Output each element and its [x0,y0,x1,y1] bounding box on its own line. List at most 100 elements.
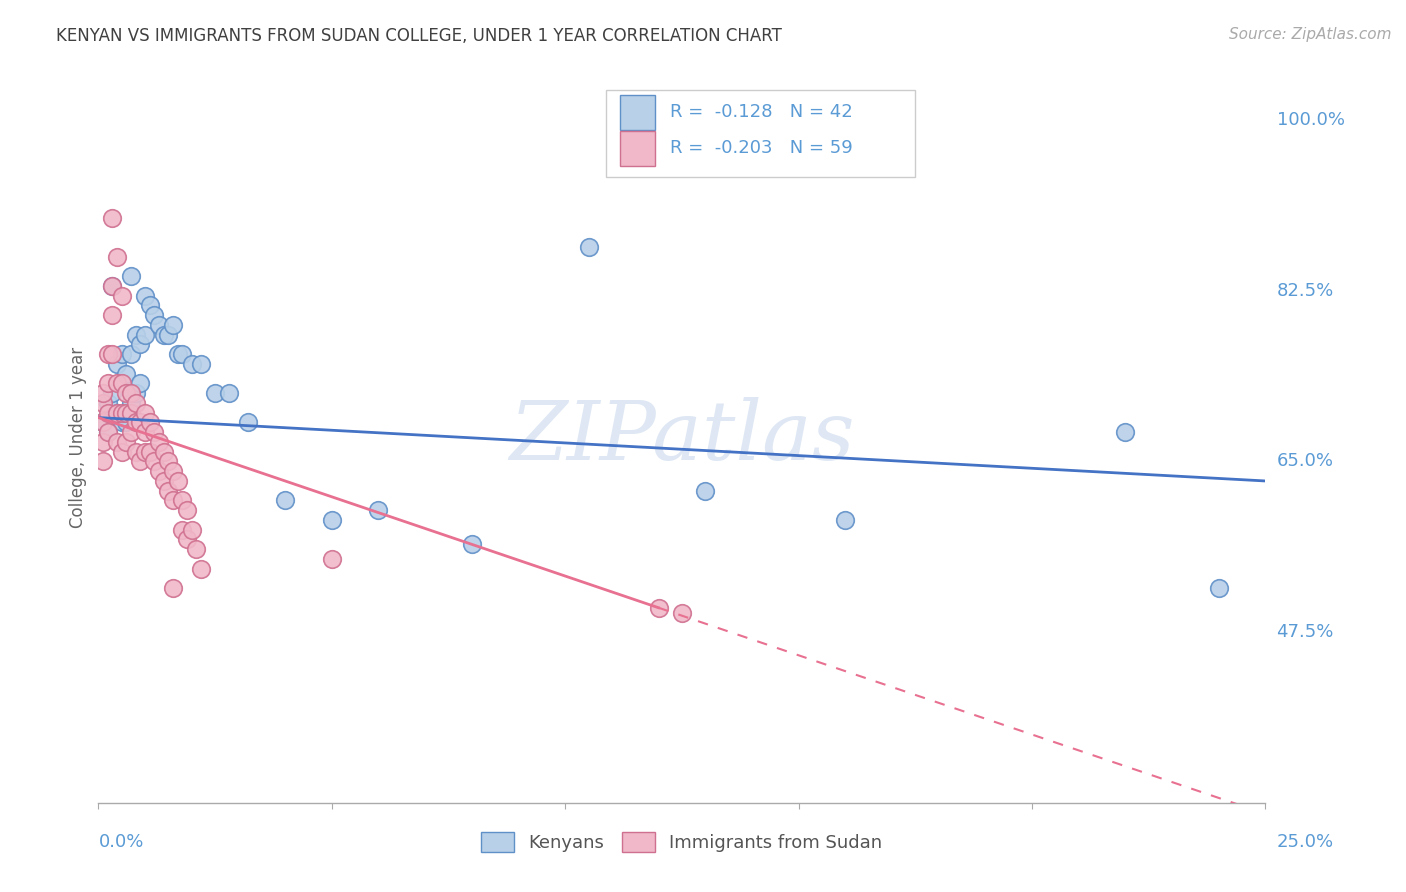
Point [115,406,138,420]
Point [143,454,166,468]
Point [97,425,120,440]
Point [134,288,156,302]
Point [115,367,138,381]
Point [134,425,156,440]
Text: Source: ZipAtlas.com: Source: ZipAtlas.com [1229,27,1392,42]
Point [204,386,226,401]
Point [134,406,156,420]
Point [101,308,124,322]
Text: ZIPatlas: ZIPatlas [509,397,855,477]
Point [120,347,142,361]
Point [1208,581,1230,595]
Point [157,454,180,468]
Point [172,347,194,361]
Point [695,483,717,498]
Point [129,337,152,351]
Point [578,240,600,254]
Point [274,493,297,508]
Point [101,279,124,293]
Text: R =  -0.128   N = 42: R = -0.128 N = 42 [671,103,853,120]
Point [129,416,152,430]
Point [162,464,184,478]
Point [91,434,114,449]
Point [115,434,138,449]
Point [125,416,148,430]
Point [91,386,114,401]
Y-axis label: College, Under 1 year: College, Under 1 year [69,346,87,528]
Point [180,357,202,371]
Point [134,327,156,342]
FancyBboxPatch shape [620,131,655,167]
Point [172,523,194,537]
Point [101,386,124,401]
Point [186,542,208,557]
Point [176,503,198,517]
Point [97,376,120,391]
Text: 100.0%: 100.0% [1277,112,1344,129]
Point [125,386,148,401]
Point [148,464,170,478]
FancyBboxPatch shape [606,90,915,178]
Point [105,406,128,420]
Point [162,581,184,595]
Point [162,318,184,332]
Point [97,406,120,420]
Point [157,327,180,342]
Point [190,562,212,576]
Point [125,327,148,342]
Text: 65.0%: 65.0% [1277,452,1333,470]
Point [143,425,166,440]
Point [105,434,128,449]
Point [134,444,156,458]
Point [834,513,856,527]
Text: KENYAN VS IMMIGRANTS FROM SUDAN COLLEGE, UNDER 1 YEAR CORRELATION CHART: KENYAN VS IMMIGRANTS FROM SUDAN COLLEGE,… [56,27,782,45]
Point [152,327,174,342]
Point [91,396,114,410]
Point [1114,425,1136,440]
Point [139,416,162,430]
Point [97,396,120,410]
Point [101,347,124,361]
Point [139,444,162,458]
Text: 47.5%: 47.5% [1277,624,1334,641]
Point [111,406,134,420]
Point [105,376,128,391]
Point [152,444,174,458]
Point [218,386,240,401]
Point [129,376,152,391]
Point [148,318,170,332]
Legend: Kenyans, Immigrants from Sudan: Kenyans, Immigrants from Sudan [474,824,890,860]
Point [91,416,114,430]
Point [120,396,142,410]
Point [111,347,134,361]
Point [101,211,124,225]
Point [176,533,198,547]
Point [111,376,134,391]
Point [129,454,152,468]
Point [152,474,174,488]
Point [190,357,212,371]
Point [172,493,194,508]
Point [139,298,162,312]
Point [111,444,134,458]
Text: R =  -0.203   N = 59: R = -0.203 N = 59 [671,139,853,157]
Point [125,444,148,458]
FancyBboxPatch shape [620,95,655,130]
Point [671,606,693,620]
Point [180,523,202,537]
Point [125,396,148,410]
Point [105,357,128,371]
Point [321,513,343,527]
Point [162,493,184,508]
Point [101,279,124,293]
Point [143,308,166,322]
Point [111,416,134,430]
Point [91,454,114,468]
Text: 0.0%: 0.0% [98,833,143,851]
Point [91,416,114,430]
Point [111,288,134,302]
Text: 25.0%: 25.0% [1277,833,1334,851]
Point [120,386,142,401]
Point [105,250,128,264]
Point [97,347,120,361]
